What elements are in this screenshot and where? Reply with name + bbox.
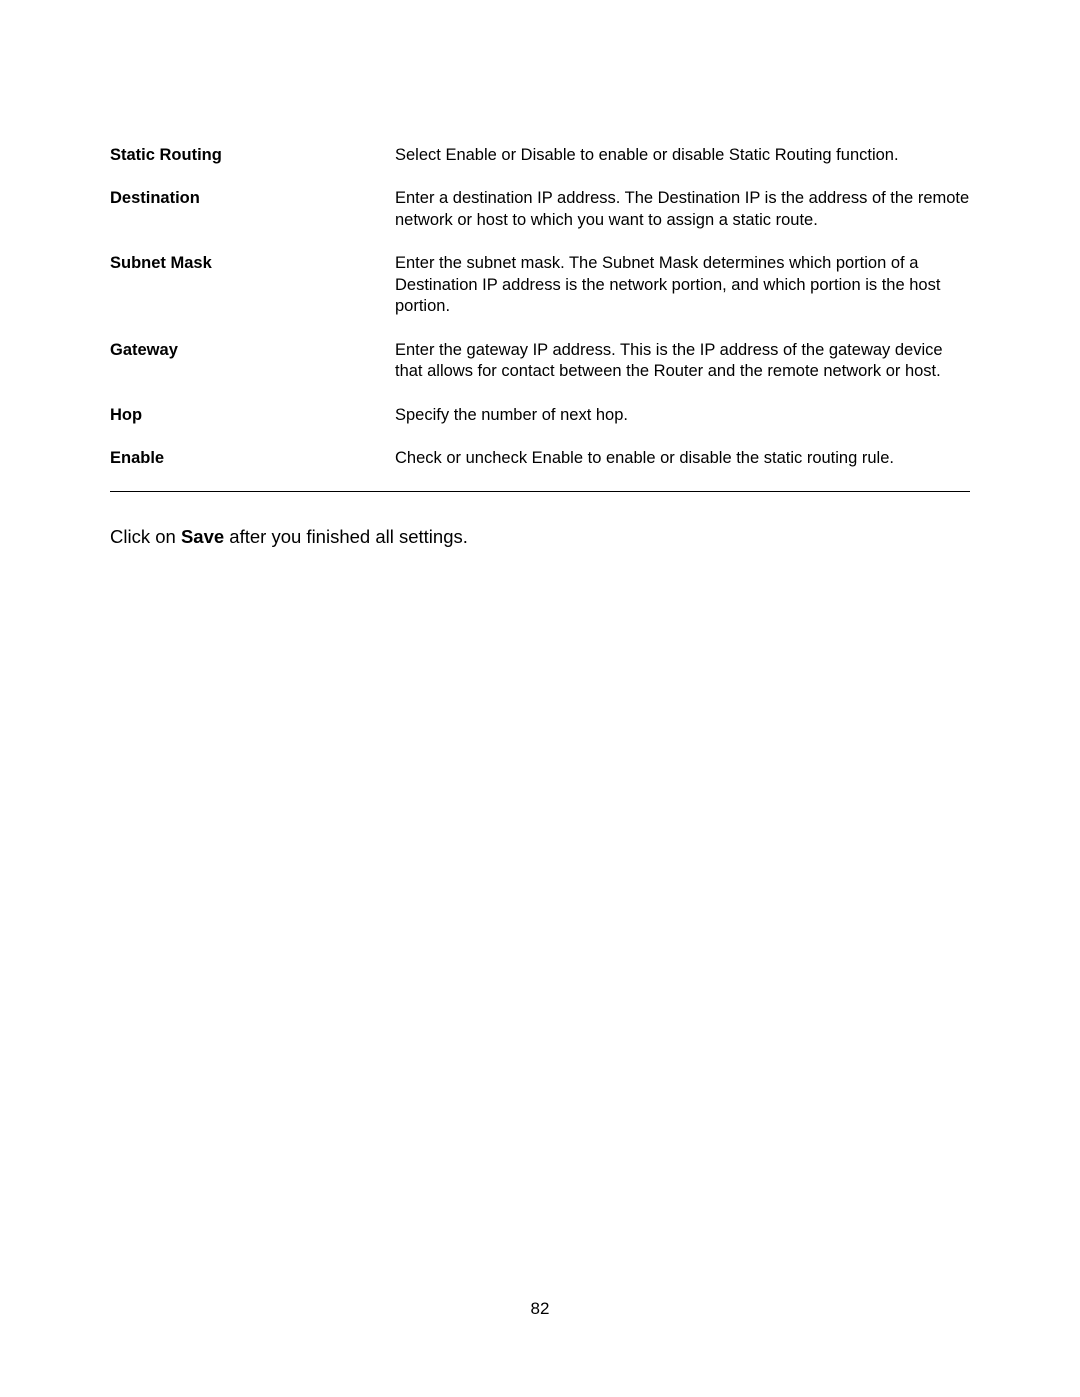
definition-term: Subnet Mask <box>110 253 395 274</box>
footer-bold: Save <box>181 526 224 547</box>
definition-row: Destination Enter a destination IP addre… <box>110 188 970 231</box>
definition-description: Enter the gateway IP address. This is th… <box>395 340 970 383</box>
section-divider <box>110 491 970 492</box>
definition-row: Gateway Enter the gateway IP address. Th… <box>110 340 970 383</box>
definition-description: Check or uncheck Enable to enable or dis… <box>395 448 970 469</box>
definition-description: Specify the number of next hop. <box>395 405 970 426</box>
definition-term: Destination <box>110 188 395 209</box>
definition-term: Gateway <box>110 340 395 361</box>
footer-instruction: Click on Save after you finished all set… <box>110 524 970 550</box>
definition-term: Static Routing <box>110 145 395 166</box>
footer-prefix: Click on <box>110 526 181 547</box>
definition-row: Subnet Mask Enter the subnet mask. The S… <box>110 253 970 317</box>
definition-row: Static Routing Select Enable or Disable … <box>110 145 970 166</box>
definition-description: Select Enable or Disable to enable or di… <box>395 145 970 166</box>
definition-row: Enable Check or uncheck Enable to enable… <box>110 448 970 469</box>
definition-term: Enable <box>110 448 395 469</box>
definition-term: Hop <box>110 405 395 426</box>
definitions-table: Static Routing Select Enable or Disable … <box>110 145 970 469</box>
page-content: Static Routing Select Enable or Disable … <box>110 145 970 550</box>
definition-description: Enter the subnet mask. The Subnet Mask d… <box>395 253 970 317</box>
footer-suffix: after you finished all settings. <box>224 526 468 547</box>
definition-description: Enter a destination IP address. The Dest… <box>395 188 970 231</box>
page-number: 82 <box>0 1299 1080 1319</box>
definition-row: Hop Specify the number of next hop. <box>110 405 970 426</box>
